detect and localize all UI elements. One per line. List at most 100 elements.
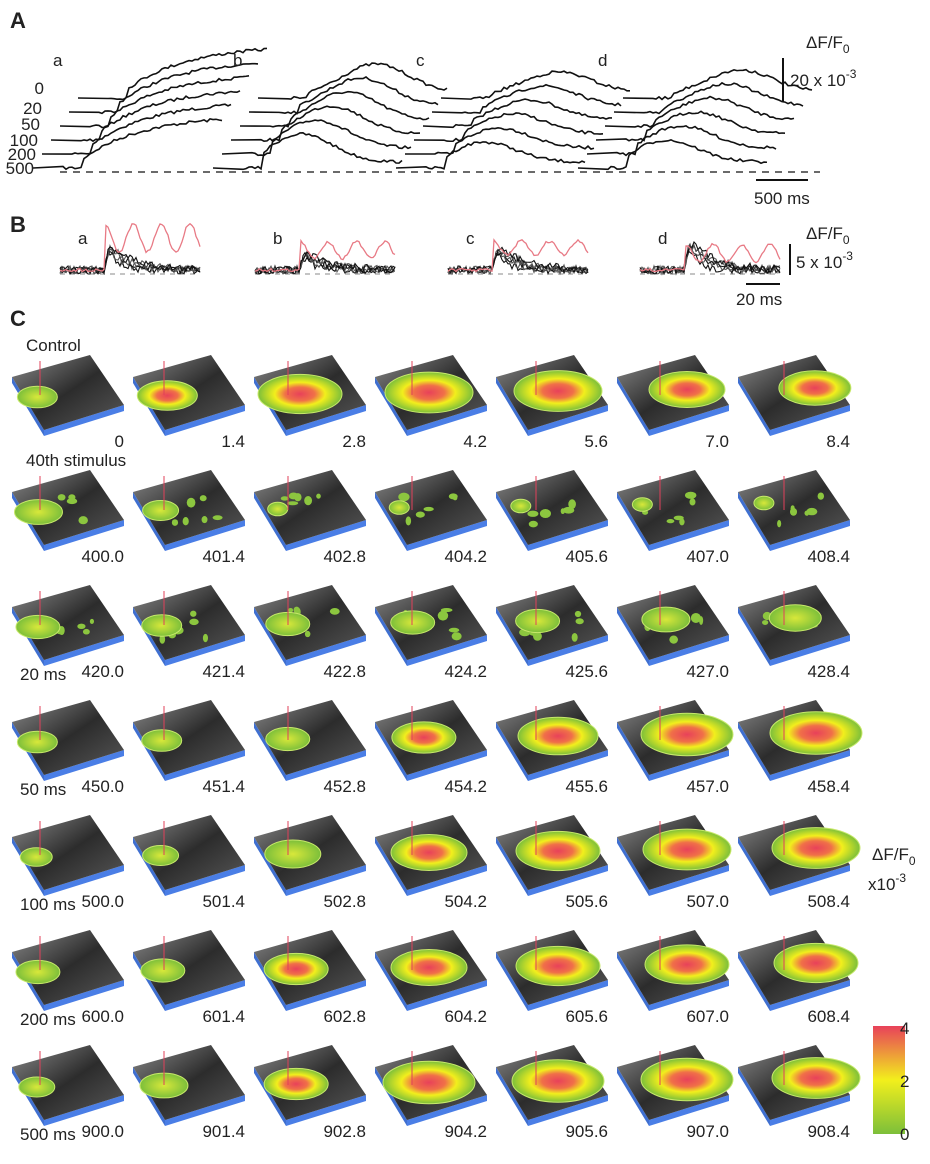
time-label: 7.0 bbox=[705, 432, 729, 451]
tile-edge bbox=[165, 635, 245, 666]
blob bbox=[778, 370, 852, 406]
time-label: 1.4 bbox=[221, 432, 245, 451]
time-label: 424.2 bbox=[444, 662, 487, 681]
trace bbox=[212, 131, 403, 171]
tile bbox=[496, 815, 608, 896]
tile bbox=[375, 930, 487, 1011]
time-label: 4.2 bbox=[463, 432, 487, 451]
tile-edge bbox=[496, 722, 528, 781]
blob bbox=[267, 501, 289, 517]
tile-edge bbox=[286, 635, 366, 666]
spot bbox=[415, 511, 425, 518]
interval-label: 200 bbox=[8, 145, 36, 164]
time-label: 407.0 bbox=[686, 547, 729, 566]
tile-edge bbox=[375, 952, 407, 1011]
spot bbox=[171, 519, 179, 526]
tile bbox=[738, 1045, 861, 1126]
tile-edge bbox=[407, 750, 487, 781]
spot bbox=[288, 608, 294, 613]
trace bbox=[248, 76, 439, 115]
time-label: 405.6 bbox=[565, 547, 608, 566]
tile bbox=[617, 815, 732, 896]
tile-edge bbox=[286, 520, 366, 551]
time-label: 504.2 bbox=[444, 892, 487, 911]
tile-edge bbox=[12, 837, 44, 896]
tile-edge bbox=[617, 1067, 649, 1126]
tile-edge bbox=[375, 722, 407, 781]
time-label: 508.4 bbox=[807, 892, 850, 911]
time-label: 607.0 bbox=[686, 1007, 729, 1026]
tile-edge bbox=[649, 1095, 729, 1126]
tile bbox=[254, 585, 366, 666]
colorbar-unit: x10-3 bbox=[868, 871, 906, 894]
time-label: 602.8 bbox=[323, 1007, 366, 1026]
tile bbox=[496, 355, 608, 436]
tile-edge bbox=[375, 837, 407, 896]
colorbar bbox=[873, 1026, 905, 1134]
tile-edge bbox=[496, 607, 528, 666]
tile bbox=[12, 585, 124, 666]
scale-label: ΔF/F0 bbox=[806, 33, 850, 56]
time-label: 8.4 bbox=[826, 432, 850, 451]
spot bbox=[68, 494, 76, 501]
tile bbox=[375, 1045, 487, 1126]
time-label: 2.8 bbox=[342, 432, 366, 451]
tile-edge bbox=[165, 405, 245, 436]
trace-label: a bbox=[53, 51, 63, 70]
time-label: 901.4 bbox=[202, 1122, 245, 1141]
tile-edge bbox=[617, 377, 649, 436]
blob bbox=[517, 716, 599, 756]
tile-edge bbox=[738, 377, 770, 436]
tile-edge bbox=[649, 980, 729, 1011]
time-label: 401.4 bbox=[202, 547, 245, 566]
spot bbox=[560, 508, 565, 515]
tile-edge bbox=[738, 607, 770, 666]
blob bbox=[257, 373, 343, 415]
tile bbox=[738, 700, 863, 781]
tile-edge bbox=[133, 952, 165, 1011]
tile-surface bbox=[133, 700, 245, 775]
tile-edge bbox=[528, 635, 608, 666]
row-label: 40th stimulus bbox=[26, 451, 126, 470]
time-label: 5.6 bbox=[584, 432, 608, 451]
blob bbox=[641, 606, 691, 633]
blob bbox=[753, 495, 775, 511]
tile-edge bbox=[528, 1095, 608, 1126]
row-label: Control bbox=[26, 336, 81, 355]
tile-edge bbox=[165, 980, 245, 1011]
tile-edge bbox=[649, 635, 729, 666]
spot bbox=[777, 519, 782, 528]
trace bbox=[639, 241, 781, 276]
trace bbox=[447, 238, 589, 273]
tile-edge bbox=[770, 980, 850, 1011]
row-label: 200 ms bbox=[20, 1010, 76, 1029]
interval-label: 500 bbox=[6, 159, 34, 178]
tile bbox=[375, 815, 487, 896]
trace-label: c bbox=[466, 229, 475, 248]
tile-surface bbox=[496, 470, 608, 545]
trace bbox=[639, 244, 781, 275]
time-scale: 20 ms bbox=[736, 290, 782, 309]
blob bbox=[648, 371, 726, 408]
tile-edge bbox=[738, 492, 770, 551]
tile-edge bbox=[44, 635, 124, 666]
scale-value: 20 x 10-3 bbox=[790, 67, 857, 90]
tile bbox=[617, 700, 734, 781]
tile bbox=[617, 470, 729, 551]
blob bbox=[388, 500, 410, 515]
tile-edge bbox=[407, 980, 487, 1011]
time-label: 400.0 bbox=[81, 547, 124, 566]
spot bbox=[684, 491, 697, 499]
tile bbox=[133, 815, 245, 896]
tile-edge bbox=[496, 377, 528, 436]
tile-edge bbox=[738, 952, 770, 1011]
blob bbox=[644, 944, 730, 985]
tile bbox=[738, 815, 861, 896]
time-label: 608.4 bbox=[807, 1007, 850, 1026]
spot bbox=[304, 630, 311, 638]
tile bbox=[12, 1045, 124, 1126]
tile-edge bbox=[738, 837, 770, 896]
time-label: 425.6 bbox=[565, 662, 608, 681]
spot bbox=[202, 633, 209, 643]
spot bbox=[762, 620, 769, 625]
